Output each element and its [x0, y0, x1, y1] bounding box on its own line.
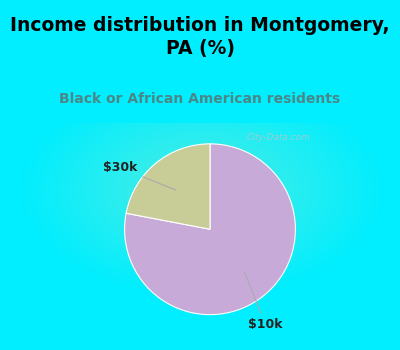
Text: Black or African American residents: Black or African American residents: [60, 92, 340, 106]
Text: Income distribution in Montgomery,
PA (%): Income distribution in Montgomery, PA (%…: [10, 16, 390, 58]
Text: $30k: $30k: [103, 161, 176, 190]
Wedge shape: [125, 144, 295, 315]
Text: $10k: $10k: [245, 273, 283, 331]
Text: City-Data.com: City-Data.com: [246, 133, 310, 142]
Wedge shape: [126, 144, 210, 229]
